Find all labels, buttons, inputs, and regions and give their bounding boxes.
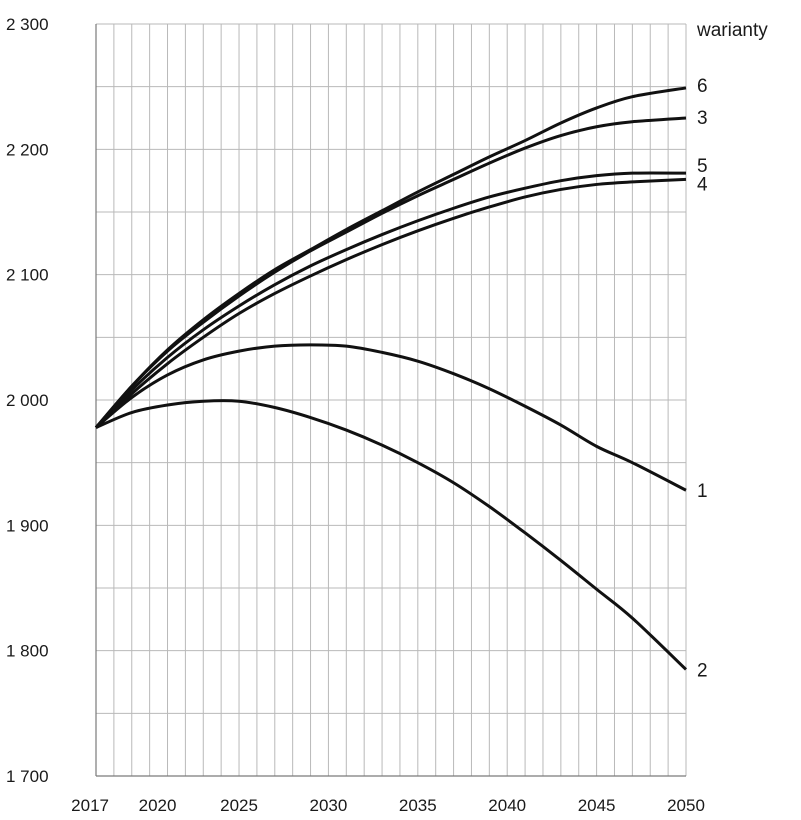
y-tick-label: 2 300: [6, 15, 49, 34]
series-line-3: [94, 116, 687, 429]
y-tick-labels: 1 700 1 800 1 900 2 000 2 100 2 200 2 300: [6, 15, 49, 786]
series-lines: [94, 86, 688, 671]
series-line-1: [95, 343, 687, 492]
y-tick-label: 1 700: [6, 767, 49, 786]
x-tick-labels: 2017 2020 2025 2030 2035 2040 2045 2050: [71, 796, 705, 815]
gridlines: [96, 23, 687, 776]
x-tick-label: 2045: [578, 796, 616, 815]
x-tick-label: 2050: [667, 796, 705, 815]
series-label-2: 2: [697, 660, 708, 681]
series-labels: 1 2 3 45 6: [697, 76, 708, 682]
series-line-6: [94, 86, 687, 429]
y-tick-label: 2 100: [6, 266, 49, 285]
series-label-3: 3: [697, 108, 708, 129]
series-line-4: [94, 177, 687, 429]
x-tick-label: 2025: [220, 796, 258, 815]
series-line-2: [95, 399, 688, 671]
x-tick-label: 2030: [310, 796, 348, 815]
x-tick-label: 2040: [488, 796, 526, 815]
series-label-6: 6: [697, 76, 708, 97]
x-tick-label: 2020: [139, 796, 177, 815]
series-label-4: 4: [697, 174, 708, 195]
y-tick-label: 2 200: [6, 140, 49, 159]
series-label-5: 5: [697, 156, 708, 177]
series-label-1: 1: [697, 481, 708, 502]
x-tick-label: 2017: [71, 796, 109, 815]
y-tick-label: 2 000: [6, 391, 49, 410]
legend-title: warianty: [696, 20, 768, 41]
axes: [95, 24, 686, 777]
y-tick-label: 1 800: [6, 642, 49, 661]
x-tick-label: 2035: [399, 796, 437, 815]
y-tick-label: 1 900: [6, 516, 49, 535]
series-line-5: [94, 171, 687, 429]
